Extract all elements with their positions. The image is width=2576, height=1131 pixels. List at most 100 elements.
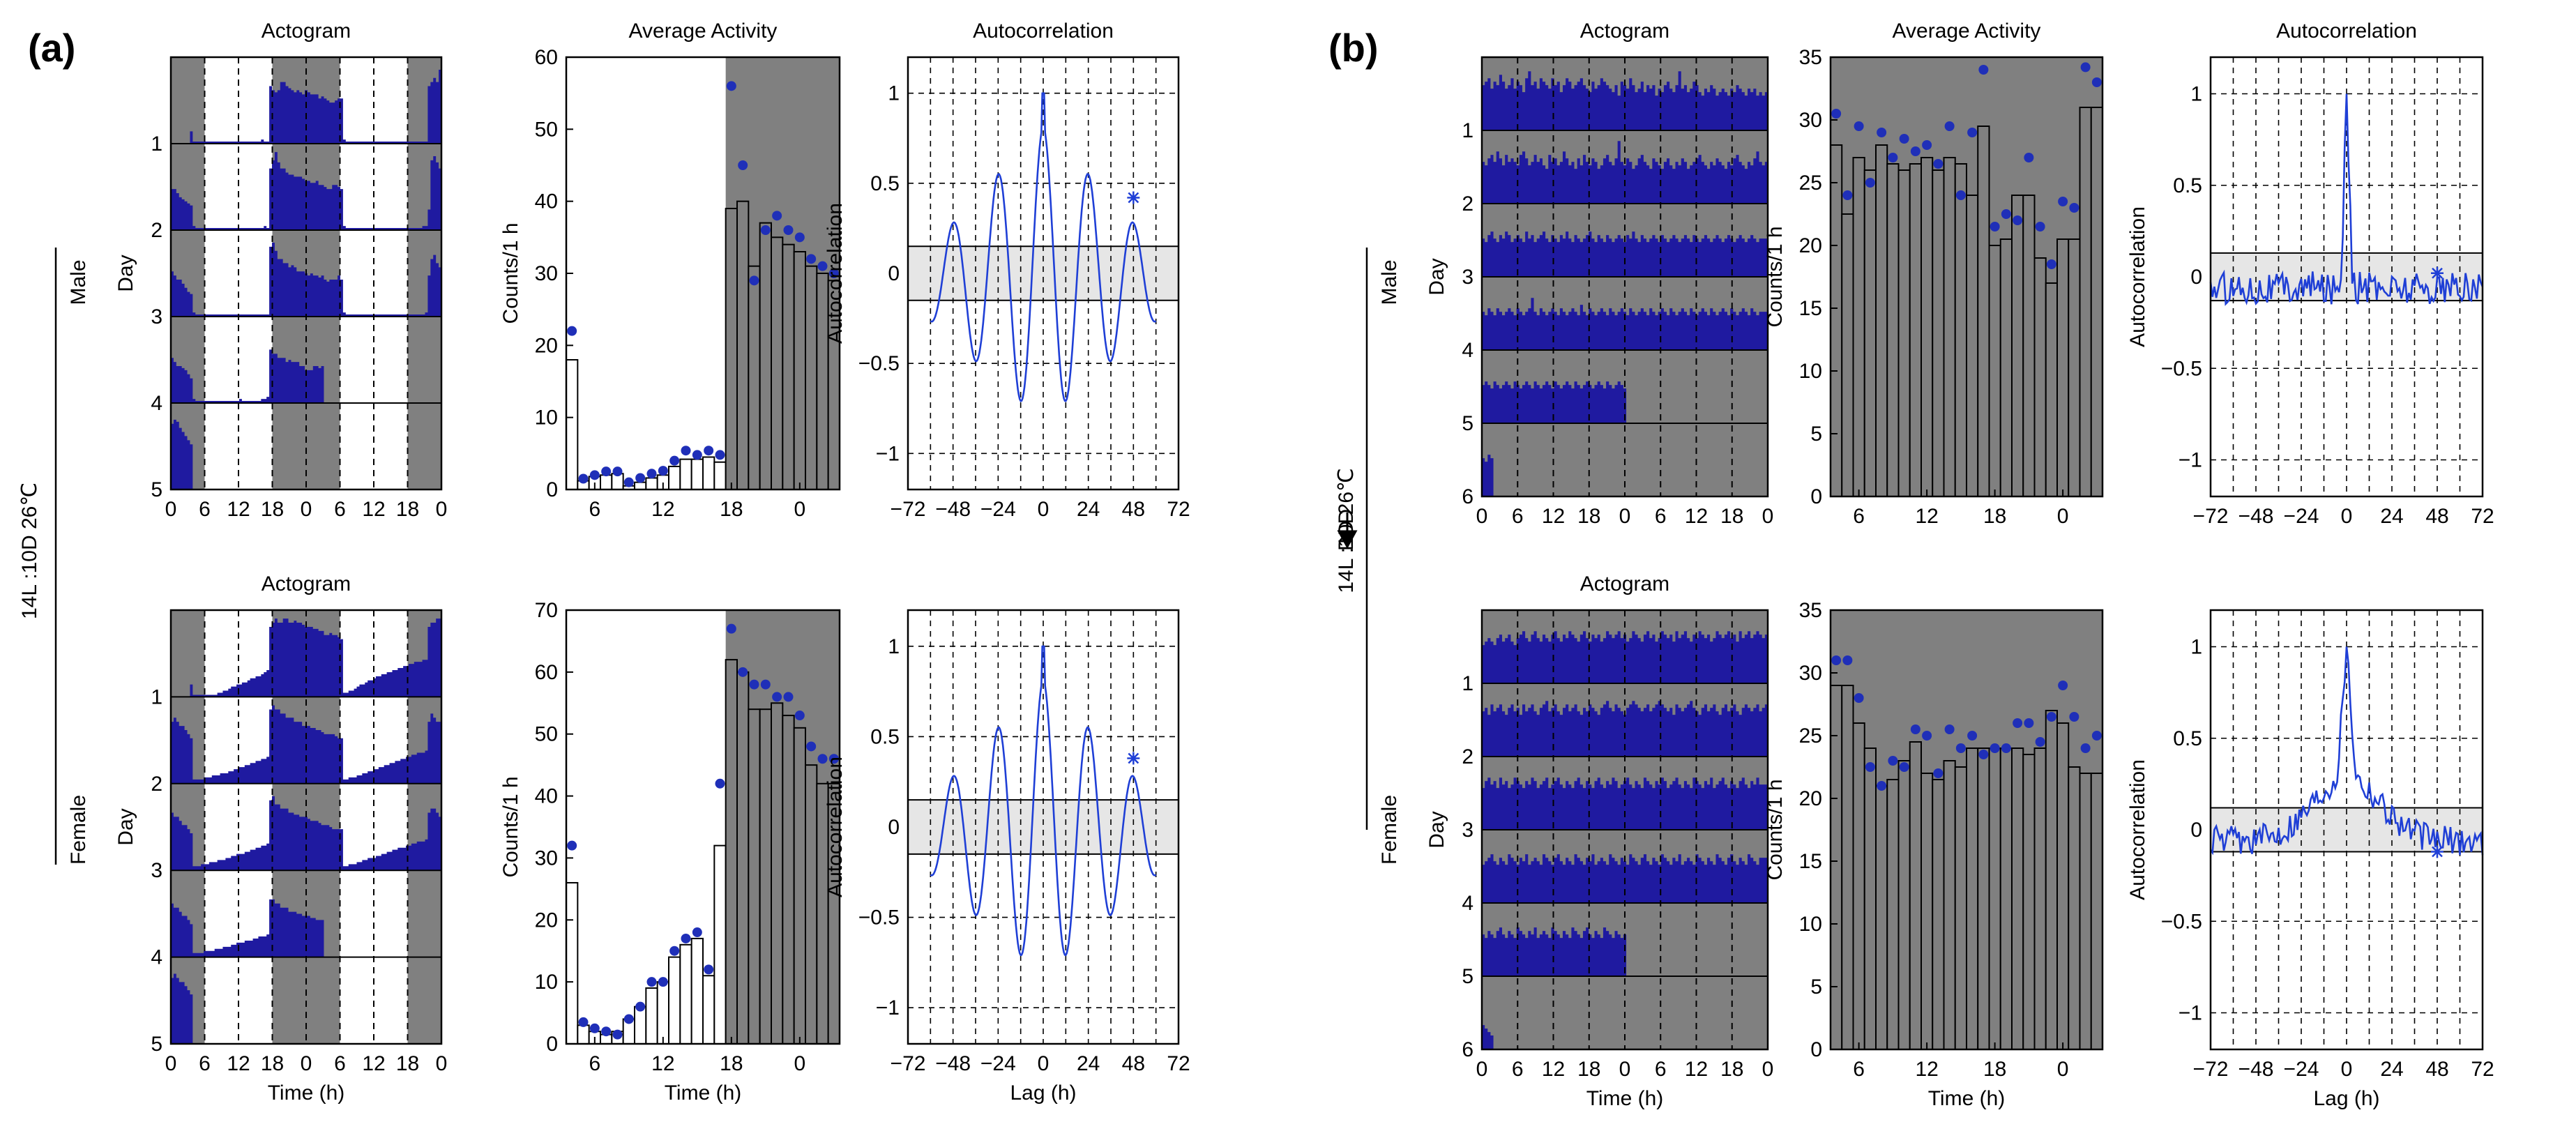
- x-tick-label: 0: [1476, 505, 1488, 528]
- mean-dot: [601, 466, 612, 477]
- x-tick-label: 12: [651, 498, 674, 521]
- y-tick-label: 6: [1462, 1038, 1473, 1061]
- activity-bar: [2068, 766, 2081, 1050]
- x-tick-label: 0: [2341, 505, 2353, 528]
- x-tick-label: 0: [2057, 1058, 2069, 1081]
- panel-b-condition-right: DD 26℃: [1335, 468, 1358, 551]
- activity-bar: [1966, 747, 1979, 1050]
- x-tick-label: 0: [1476, 1058, 1488, 1081]
- x-tick-label: 72: [1167, 1052, 1190, 1075]
- mean-dot: [2080, 62, 2091, 73]
- activity-bar: [1841, 685, 1854, 1050]
- x-axis-label: Time (h): [1928, 1087, 2006, 1110]
- activity-bar: [1875, 144, 1888, 497]
- mean-dot: [794, 232, 805, 243]
- activity-bar: [1988, 747, 2001, 1050]
- plot-frame: [2209, 56, 2484, 498]
- y-tick-label: 3: [151, 859, 162, 882]
- x-axis-label: Lag (h): [2313, 1087, 2379, 1110]
- x-tick-label: 0: [794, 498, 805, 521]
- activity-bar: [577, 1024, 590, 1045]
- mean-dot: [1967, 128, 1978, 137]
- x-tick-label: 0: [1619, 1058, 1631, 1081]
- activity-bar: [2079, 773, 2092, 1050]
- x-tick-label: 24: [1077, 498, 1100, 521]
- x-axis-label: Lag (h): [1010, 1081, 1076, 1105]
- plot-frame: [169, 56, 443, 491]
- mean-dot: [1978, 750, 1989, 759]
- activity-bar: [2068, 238, 2081, 497]
- mean-dot: [2058, 197, 2068, 206]
- x-tick-label: −72: [891, 1052, 926, 1075]
- mean-dot: [749, 275, 759, 286]
- mean-dot: [1933, 768, 1944, 778]
- panel-a-label: (a): [28, 26, 75, 70]
- activity-bar: [600, 474, 613, 490]
- activity-bar: [679, 458, 692, 490]
- average-a-female-average: [565, 609, 841, 1045]
- activity-bar: [1830, 685, 1843, 1050]
- y-tick-label: 35: [1799, 599, 1822, 622]
- y-tick-label: 30: [535, 847, 558, 870]
- y-tick-label: 40: [535, 190, 558, 213]
- x-tick-label: −24: [2284, 505, 2319, 528]
- mean-dot: [681, 933, 691, 943]
- activity-bar: [1943, 157, 1956, 497]
- mean-dot: [635, 473, 646, 483]
- dark-phase: [171, 57, 205, 144]
- mean-dot: [760, 225, 771, 235]
- mean-dot: [726, 623, 736, 634]
- mean-dot: [692, 450, 702, 460]
- mean-dot: [623, 477, 634, 487]
- y-tick-label: 1: [888, 635, 900, 658]
- x-tick-label: 18: [1577, 505, 1600, 528]
- mean-dot: [2046, 259, 2056, 269]
- activity-bar: [1830, 144, 1843, 497]
- x-tick-label: 12: [651, 1052, 674, 1075]
- y-tick-label: 10: [535, 971, 558, 994]
- mean-dot: [1865, 178, 1875, 188]
- y-tick-label: 20: [535, 909, 558, 932]
- x-tick-label: 18: [396, 498, 419, 521]
- x-tick-label: 0: [436, 1052, 448, 1075]
- mean-dot: [635, 1001, 646, 1012]
- activity-bar: [1841, 213, 1854, 497]
- peak-marker-icon: [2431, 266, 2444, 280]
- plot-frame: [907, 56, 1180, 491]
- mean-dot: [1842, 190, 1853, 200]
- mean-dot: [2080, 743, 2091, 753]
- x-axis-label: Time (h): [268, 1081, 345, 1105]
- activity-bar: [679, 943, 692, 1045]
- activity-bar: [1886, 779, 1900, 1050]
- y-tick-label: 2: [1462, 745, 1473, 768]
- x-tick-label: 12: [1685, 505, 1708, 528]
- x-tick-label: 0: [436, 498, 448, 521]
- mean-dot: [1990, 743, 2000, 753]
- mean-dot: [2069, 712, 2079, 722]
- mean-dot: [2013, 215, 2023, 225]
- activity-bar: [713, 844, 727, 1045]
- y-tick-label: 25: [1799, 724, 1822, 747]
- y-axis-label: Autocorrelation: [824, 757, 847, 897]
- y-tick-label: 50: [535, 118, 558, 141]
- x-tick-label: 0: [2341, 1058, 2353, 1081]
- mean-dot: [646, 977, 657, 987]
- autocorrelation-line: [2209, 646, 2484, 856]
- activity-bar: [2090, 773, 2103, 1050]
- mean-dot: [1955, 190, 1966, 200]
- mean-dot: [715, 778, 725, 789]
- mean-dot: [1854, 121, 1864, 131]
- x-tick-label: 12: [1915, 1058, 1938, 1081]
- plot-title: Actogram: [262, 20, 351, 43]
- x-tick-label: 6: [1512, 505, 1524, 528]
- y-tick-label: 0: [2190, 266, 2202, 289]
- dark-phase: [407, 870, 441, 957]
- activity-bar: [1909, 741, 1922, 1050]
- x-tick-label: −24: [980, 498, 1016, 521]
- y-tick-label: 0.5: [2173, 727, 2202, 750]
- mean-dot: [1831, 655, 1842, 665]
- activity-bar: [702, 975, 715, 1045]
- dark-phase: [171, 610, 205, 697]
- y-tick-label: −0.5: [858, 906, 900, 929]
- activity-bar: [1909, 163, 1922, 497]
